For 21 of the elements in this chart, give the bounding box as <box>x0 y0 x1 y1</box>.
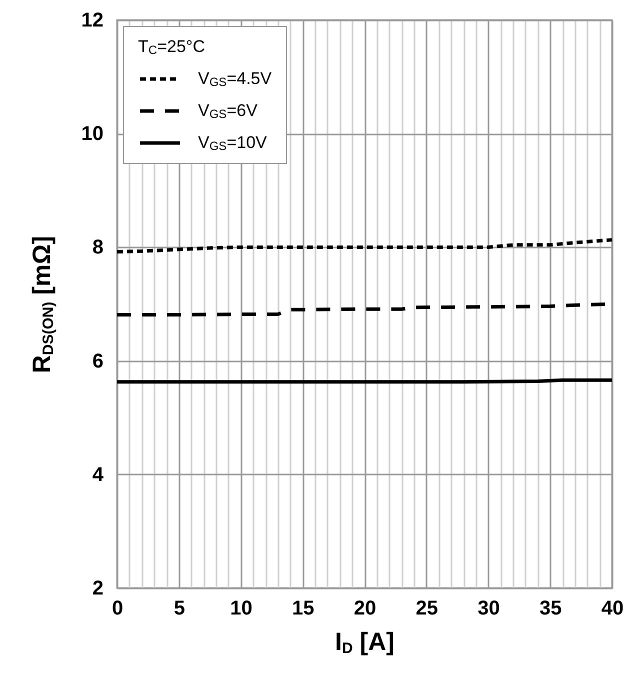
legend-label: V$_{GS}$=6V <box>198 101 258 121</box>
x-axis-title: I$_{D}$ [A] <box>335 628 394 657</box>
y-tick-label: 6 <box>92 350 104 372</box>
y-tick-label: 4 <box>92 464 104 486</box>
x-tick-label: 40 <box>601 598 624 620</box>
legend-label: V$_{GS}$=4.5V <box>198 69 272 89</box>
line-series <box>115 238 614 254</box>
x-tick-label: 35 <box>540 598 562 620</box>
legend-label: V$_{GS}$=10V <box>198 133 267 153</box>
x-tick-label: 5 <box>174 598 185 620</box>
x-tick-label: 15 <box>292 598 314 620</box>
x-tick-label: 30 <box>478 598 500 620</box>
x-tick-label: 25 <box>416 598 438 620</box>
legend-title: T$_{C}$=25°C <box>138 37 206 57</box>
x-tick-label: 10 <box>230 598 252 620</box>
y-tick-label: 2 <box>92 578 104 600</box>
y-tick-label: 12 <box>81 10 104 32</box>
y-tick-label: 8 <box>92 236 104 259</box>
y-tick-label: 10 <box>81 123 104 146</box>
x-tick-label: 20 <box>354 598 376 620</box>
x-tick-label: 0 <box>112 598 124 620</box>
